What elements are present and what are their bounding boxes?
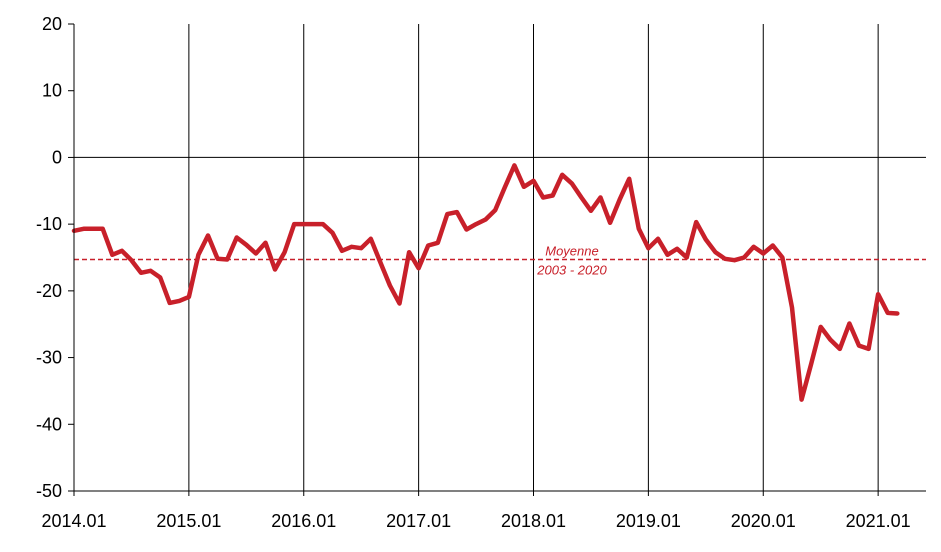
y-tick-label: 20 [42, 14, 62, 34]
vertical-gridlines [188, 24, 879, 491]
series-line [71, 163, 900, 402]
y-tick-label: -10 [36, 214, 62, 234]
y-tick-label: -30 [36, 348, 62, 368]
x-tick-label: 2014.01 [41, 511, 106, 531]
x-tick-label: 2020.01 [731, 511, 796, 531]
y-tick-labels: 20 10 0 -10 -20 -30 -40 -50 [36, 14, 62, 501]
axes [68, 23, 926, 496]
y-tick-label: -50 [36, 481, 62, 501]
y-tick-label: 10 [42, 81, 62, 101]
average-label-line-2: 2003 - 2020 [536, 263, 607, 278]
x-tick-label: 2019.01 [616, 511, 681, 531]
x-tick-label: 2017.01 [386, 511, 451, 531]
y-tick-label: -20 [36, 281, 62, 301]
y-tick-label: -40 [36, 414, 62, 434]
y-tick-label: 0 [52, 147, 62, 167]
x-tick-labels: 2014.01 2015.01 2016.01 2017.01 2018.01 2019.… [41, 511, 910, 531]
x-tick-label: 2021.01 [846, 511, 911, 531]
average-label-line-1: Moyenne [545, 244, 598, 259]
x-tick-label: 2018.01 [501, 511, 566, 531]
series-group [71, 163, 900, 402]
x-tick-label: 2016.01 [271, 511, 336, 531]
x-tick-label: 2015.01 [156, 511, 221, 531]
